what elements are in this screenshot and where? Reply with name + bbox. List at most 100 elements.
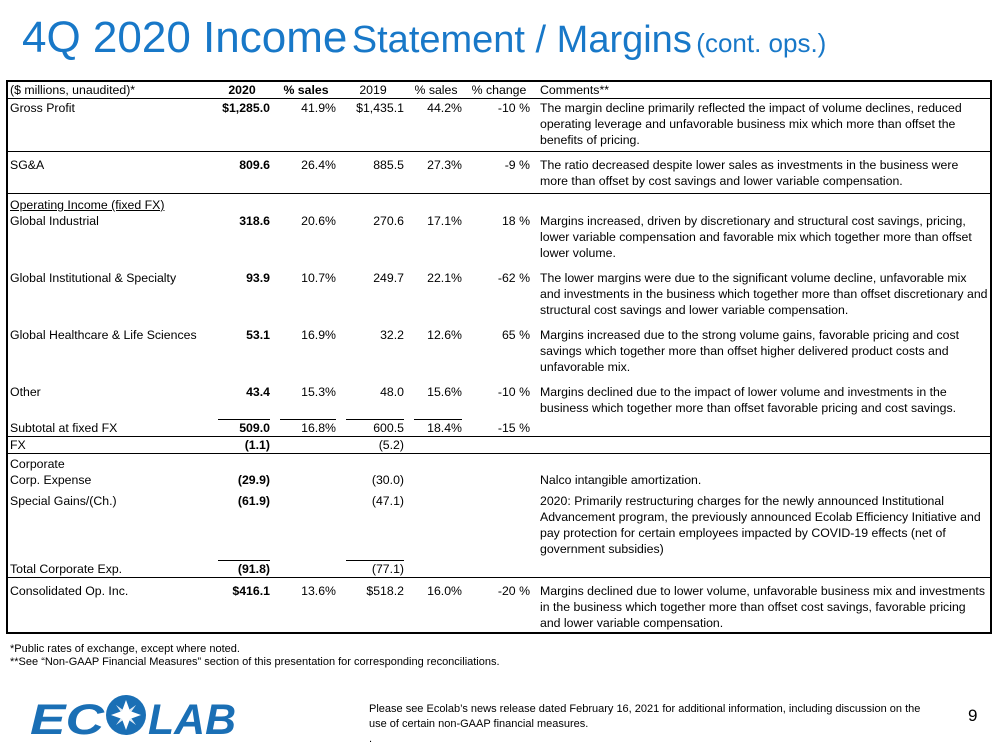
table-row: Consolidated Op. Inc. $416.1 13.6% $518.…: [8, 577, 990, 631]
pct-sales-2020: 13.6%: [274, 577, 340, 631]
section-label: Operating Income (fixed FX): [10, 198, 165, 212]
value-2020: (91.8): [212, 560, 274, 578]
table-row: Subtotal at fixed FX 509.0 16.8% 600.5 1…: [8, 419, 990, 437]
table-row: SG&A 809.6 26.4% 885.5 27.3% -9 % The ra…: [8, 151, 990, 194]
value-2020: (1.1): [212, 436, 274, 454]
pct-sales-2019: 17.1%: [427, 214, 462, 228]
pct-sales-2019: 16.0%: [408, 577, 466, 631]
value-2020: 509.0: [212, 419, 274, 437]
value-2019: (5.2): [340, 436, 408, 454]
column-header: % change: [466, 82, 534, 99]
row-label: FX: [8, 436, 212, 454]
table-row: FX (1.1) (5.2): [8, 436, 990, 454]
row-label: Global Healthcare & Life Sciences: [10, 328, 197, 342]
footnote-exchange-rates: *Public rates of exchange, except where …: [10, 643, 240, 655]
row-label: SG&A: [8, 151, 212, 194]
row-label: Special Gains/(Ch.): [10, 494, 117, 508]
comment: The margin decline primarily reflected t…: [540, 101, 962, 147]
pct-sales-2019: 22.1%: [427, 271, 462, 285]
ecolab-logo: EC LAB: [30, 695, 236, 738]
column-header: % sales: [274, 82, 340, 99]
value-2019: 885.5: [340, 151, 408, 194]
value-2019: (47.1): [371, 494, 404, 508]
row-label: Consolidated Op. Inc.: [8, 577, 212, 631]
table-row: Other 43.4 15.3% 48.0 15.6% -10 % Margin…: [8, 379, 990, 420]
pct-sales-2020: 41.9%: [301, 101, 336, 115]
value-2019: 600.5: [340, 419, 408, 437]
table-row: Global Healthcare & Life Sciences 53.1 1…: [8, 322, 990, 379]
row-label: Gross Profit: [10, 101, 75, 115]
pct-sales-2020: 20.6%: [301, 214, 336, 228]
table-row: Global Institutional & Specialty 93.9 10…: [8, 265, 990, 322]
value-2019: (30.0): [371, 473, 404, 487]
pct-sales-2019: 44.2%: [427, 101, 462, 115]
value-2019: 249.7: [373, 271, 404, 285]
value-2020: 809.6: [212, 151, 274, 194]
trailing-dot: .: [369, 733, 373, 745]
comment: 2020: Primarily restructuring charges fo…: [540, 494, 981, 556]
title-secondary: Statement / Margins: [351, 19, 692, 61]
value-2019: $518.2: [340, 577, 408, 631]
column-header: 2019: [340, 82, 408, 99]
value-2019: $1,435.1: [356, 101, 404, 115]
page-title: 4Q 2020 Income Statement / Margins (cont…: [22, 16, 826, 60]
footnote-non-gaap: **See “Non-GAAP Financial Measures” sect…: [10, 656, 500, 668]
comment: The ratio decreased despite lower sales …: [534, 151, 990, 194]
income-statement-table-frame: ($ millions, unaudited)* 2020 % sales 20…: [6, 80, 992, 634]
column-header: ($ millions, unaudited)*: [8, 82, 212, 99]
row-label: Global Institutional & Specialty: [10, 271, 177, 285]
comment: Nalco intangible amortization.: [540, 473, 702, 487]
table-row: Corp. Expense (29.9) (30.0) Nalco intang…: [8, 472, 990, 488]
table-row: Special Gains/(Ch.) (61.9) (47.1) 2020: …: [8, 488, 990, 561]
pct-sales-2019: 27.3%: [408, 151, 466, 194]
value-2020: $416.1: [212, 577, 274, 631]
comment: Margins declined due to the impact of lo…: [540, 385, 957, 415]
svg-text:LAB: LAB: [148, 696, 236, 738]
pct-change: -62 %: [497, 271, 530, 285]
pct-change: 65 %: [501, 328, 530, 342]
row-label: Global Industrial: [10, 214, 99, 228]
row-label: Total Corporate Exp.: [10, 562, 123, 576]
title-main: 4Q 2020 Income: [22, 13, 348, 62]
value-2020: (29.9): [237, 473, 270, 487]
comment: Margins declined due to lower volume, un…: [534, 577, 990, 631]
table-row: Operating Income (fixed FX): [8, 193, 990, 213]
comment: Margins increased due to the strong volu…: [540, 328, 960, 374]
pct-change: -10 %: [497, 101, 530, 115]
title-suffix: (cont. ops.): [696, 28, 827, 58]
pct-change: -15 %: [497, 421, 530, 435]
value-2020: 43.4: [246, 385, 270, 399]
pct-sales-2020: 16.8%: [274, 419, 340, 437]
pct-sales-2020: 16.9%: [301, 328, 336, 342]
comment: The lower margins were due to the signif…: [540, 271, 988, 317]
table-header-row: ($ millions, unaudited)* 2020 % sales 20…: [8, 82, 990, 99]
value-2019: 48.0: [380, 385, 404, 399]
value-2020: (61.9): [237, 494, 270, 508]
svg-text:EC: EC: [30, 696, 105, 738]
row-label: Subtotal at fixed FX: [10, 421, 118, 435]
pct-sales-2020: 10.7%: [301, 271, 336, 285]
row-label: Other: [10, 385, 41, 399]
table-row: Total Corporate Exp. (91.8) (77.1): [8, 560, 990, 578]
pct-sales-2019: 18.4%: [408, 419, 466, 437]
column-header: % sales: [408, 82, 466, 99]
pct-sales-2019: 12.6%: [427, 328, 462, 342]
income-statement-table: ($ millions, unaudited)* 2020 % sales 20…: [8, 82, 990, 631]
pct-change: -9 %: [466, 151, 534, 194]
pct-sales-2020: 26.4%: [274, 151, 340, 194]
value-2020: 93.9: [246, 271, 270, 285]
table-row: Corporate: [8, 453, 990, 472]
table-row: Gross Profit $1,285.0 41.9% $1,435.1 44.…: [8, 99, 990, 152]
comment: Margins increased, driven by discretiona…: [540, 214, 972, 260]
table-row: Global Industrial 318.6 20.6% 270.6 17.1…: [8, 213, 990, 265]
page-number: 9: [968, 706, 978, 725]
column-header: 2020: [212, 82, 274, 99]
value-2020: 318.6: [239, 214, 270, 228]
pct-change: 18 %: [501, 214, 530, 228]
pct-change: -10 %: [497, 385, 530, 399]
value-2020: $1,285.0: [222, 101, 270, 115]
row-label: Corp. Expense: [10, 473, 92, 487]
value-2020: 53.1: [246, 328, 270, 342]
pct-sales-2020: 15.3%: [301, 385, 336, 399]
section-label: Corporate: [8, 453, 990, 472]
